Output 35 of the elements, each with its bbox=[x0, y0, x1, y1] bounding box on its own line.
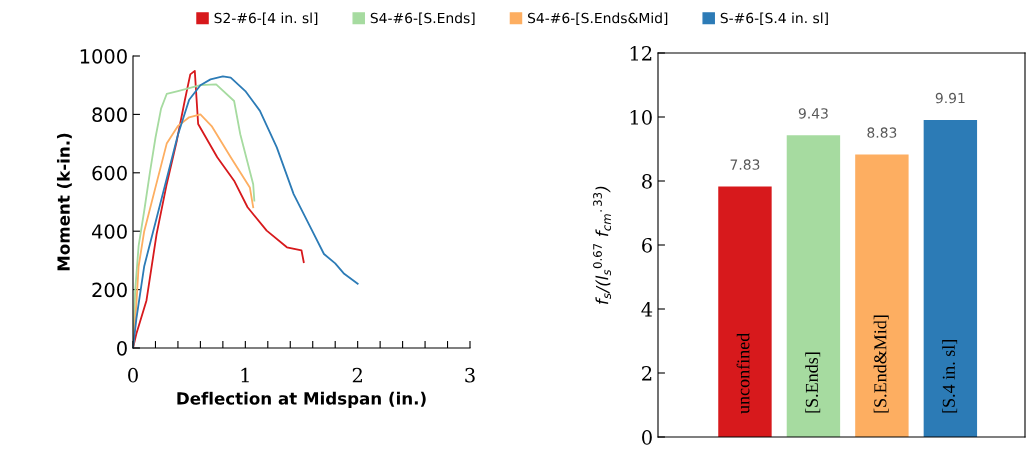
x-tick-label: [S.4 in. sl] bbox=[942, 340, 958, 413]
bar bbox=[718, 186, 772, 437]
y-tick-label: 800 bbox=[92, 107, 127, 123]
text: f$_{s}$/(l$_{s}$$^{0.67}$ f$_{cm}$$^{.33}$) bbox=[593, 186, 612, 304]
y-tick-label: 400 bbox=[91, 224, 127, 239]
legend-label: S-#6-[S.4 in. sl] bbox=[720, 12, 828, 25]
y-tick-label: 600 bbox=[92, 165, 127, 181]
y-tick-label: 0 bbox=[642, 429, 652, 445]
x-tick-label: [S.End&Mid] bbox=[873, 315, 889, 413]
x-tick-label: 3 bbox=[465, 367, 475, 383]
legend-label: S4-#6-[S.Ends] bbox=[370, 12, 475, 25]
data-label: 9.43 bbox=[798, 108, 828, 119]
x-tick-label: unconfined bbox=[736, 332, 750, 414]
y-tick-label: 6 bbox=[642, 237, 652, 253]
y-tick-label: 12 bbox=[630, 45, 652, 61]
x-tick-label: [S.Ends] bbox=[805, 352, 821, 413]
x-tick-label: 0 bbox=[128, 367, 138, 383]
y-tick-label: 10 bbox=[630, 109, 652, 125]
y-tick-label: 1000 bbox=[80, 48, 127, 64]
y-axis-title: Moment (k-in.) bbox=[56, 133, 72, 271]
x-axis-title: Deflection at Midspan (in.) bbox=[177, 391, 426, 408]
line-series bbox=[133, 69, 305, 348]
x-tick-label: 1 bbox=[241, 367, 249, 383]
data-label: 8.83 bbox=[867, 127, 897, 138]
y-tick-label: 8 bbox=[642, 173, 652, 189]
data-label: 9.91 bbox=[935, 92, 965, 104]
x-tick-label: 2 bbox=[352, 367, 362, 383]
bar bbox=[855, 154, 909, 437]
bar bbox=[923, 119, 978, 437]
y-tick-label: 200 bbox=[92, 282, 127, 298]
bar bbox=[786, 135, 841, 437]
y-tick-label: 4 bbox=[641, 301, 653, 317]
legend-label: S4-#6-[S.Ends&Mid] bbox=[528, 12, 668, 25]
data-label: 7.83 bbox=[730, 159, 760, 170]
legend-label: S2-#6-[4 in. sl] bbox=[214, 12, 318, 25]
